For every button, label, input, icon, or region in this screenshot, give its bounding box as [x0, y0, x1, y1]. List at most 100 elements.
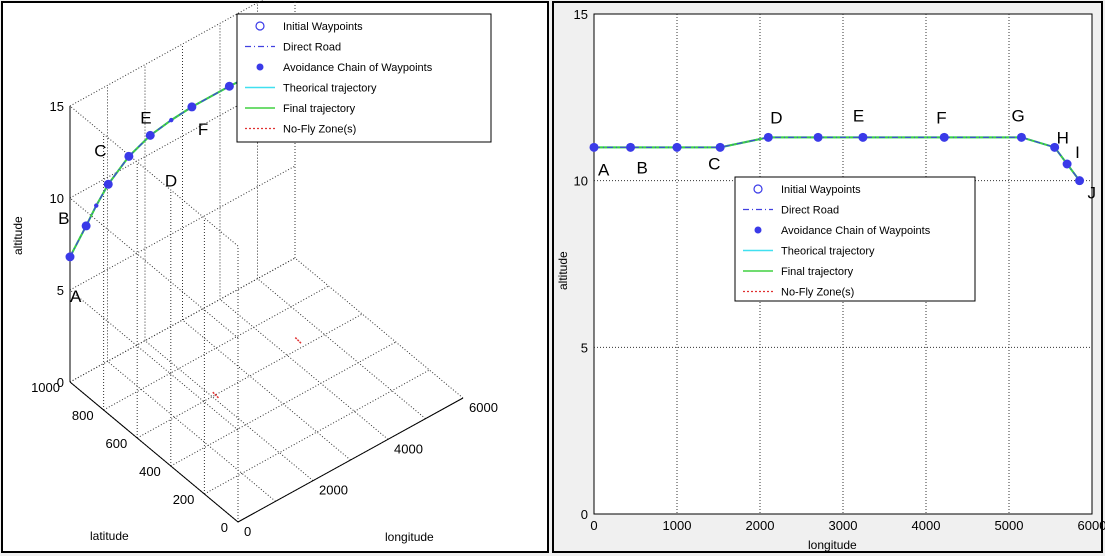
- right-legend-box: [734, 176, 976, 302]
- right-legend-label: Theorical trajectory: [781, 246, 875, 258]
- left-ytick-label: 1000: [31, 380, 60, 395]
- right-waypoint-marker: [589, 142, 599, 152]
- left-floor-grid-line: [257, 278, 426, 420]
- left-legend-label: Final trajectory: [283, 103, 356, 115]
- left-sidewall-grid-line: [69, 197, 239, 339]
- right-xtick-label: 4000: [912, 518, 941, 533]
- right-point-label: A: [598, 160, 610, 179]
- left-xtick-label: 2000: [319, 483, 348, 498]
- right-legend-symbol: [754, 226, 762, 234]
- right-xlabel: longitude: [808, 538, 857, 552]
- right-point-label: J: [1088, 184, 1097, 203]
- left-xlabel: longitude: [385, 530, 434, 544]
- left-backwall-grid-line: [69, 73, 296, 199]
- left-legend-symbol: [255, 21, 265, 31]
- right-ytick-label: 5: [581, 340, 588, 355]
- right-waypoint-marker: [626, 142, 636, 152]
- right-legend-label: Initial Waypoints: [781, 184, 861, 196]
- left-ylabel: latitude: [90, 529, 129, 543]
- left-backwall-grid-line: [69, 257, 296, 383]
- left-zlabel: altitude: [11, 216, 25, 255]
- right-waypoint-marker: [1016, 132, 1026, 142]
- left-sidewall-grid-line: [69, 105, 239, 247]
- left-point-label: A: [70, 287, 82, 306]
- right-legend-symbol: [753, 184, 763, 194]
- right-waypoint-marker: [672, 142, 682, 152]
- right-xtick-label: 3000: [829, 518, 858, 533]
- left-legend: Initial Waypoints Direct Road Avoidance Ch…: [236, 13, 492, 143]
- left-legend-label: Initial Waypoints: [283, 21, 363, 33]
- left-y-axis-line: [69, 381, 239, 523]
- left-floor-grid-line: [219, 298, 389, 440]
- right-direct-road-line: [594, 136, 1081, 182]
- left-legend-label: No-Fly Zone(s): [283, 124, 356, 136]
- left-legend-label: Avoidance Chain of Waypoints: [283, 62, 433, 74]
- left-backwall-grid-line: [69, 165, 296, 291]
- right-point-label: F: [936, 108, 946, 127]
- right-ytick-label: 10: [574, 174, 588, 189]
- right-point-label: D: [770, 108, 782, 127]
- left-legend-symbol: [256, 63, 264, 71]
- right-point-label: C: [708, 154, 720, 173]
- left-ytick-label: 400: [139, 464, 161, 479]
- left-nofly-zone-mark: [294, 337, 302, 345]
- left-point-label: C: [94, 141, 106, 160]
- left-xtick-label: 0: [244, 524, 251, 539]
- left-legend-box: [236, 13, 492, 143]
- left-avoidance-marker: [148, 133, 153, 138]
- right-waypoint-marker: [715, 142, 725, 152]
- right-legend-label: Final trajectory: [781, 266, 854, 278]
- right-point-label: B: [637, 158, 648, 177]
- right-legend-label: No-Fly Zone(s): [781, 287, 854, 299]
- left-avoidance-marker: [106, 182, 111, 187]
- right-xtick-label: 2000: [746, 518, 775, 533]
- left-ztick-label: 0: [57, 375, 64, 390]
- right-waypoint-marker: [813, 132, 823, 142]
- left-point-label: E: [140, 108, 151, 127]
- left-floor-grid-line: [170, 341, 397, 467]
- left-ztick-label: 5: [57, 283, 64, 298]
- left-floor-grid-line: [103, 285, 329, 411]
- right-xtick-label: 1000: [663, 518, 692, 533]
- right-xtick-label: 0: [590, 518, 597, 533]
- left-xtick-label: 6000: [469, 400, 498, 415]
- left-ytick-label: 200: [173, 492, 195, 507]
- left-floor-grid-line: [144, 340, 314, 482]
- left-legend-label: Theorical trajectory: [283, 83, 377, 95]
- right-legend-label: Direct Road: [781, 205, 839, 217]
- left-point-label: B: [58, 209, 69, 228]
- right-legend: Initial Waypoints Direct Road Avoidance Ch…: [734, 176, 976, 302]
- right-legend-label: Avoidance Chain of Waypoints: [781, 225, 931, 237]
- right-point-label: I: [1075, 143, 1080, 162]
- left-avoidance-marker: [94, 203, 99, 208]
- left-avoidance-marker: [169, 117, 174, 123]
- left-point-label: F: [198, 120, 208, 139]
- left-ytick-label: 0: [221, 520, 228, 535]
- left-xtick-label: 4000: [394, 441, 423, 456]
- left-avoidance-marker: [227, 84, 232, 89]
- right-point-label: E: [853, 106, 864, 125]
- right-waypoint-marker: [1050, 142, 1060, 152]
- left-x-axis-line: [237, 397, 464, 523]
- right-ytick-label: 0: [581, 507, 588, 522]
- left-floor-grid-line: [107, 360, 276, 502]
- right-tick-labels: 0 1000 2000 3000 4000 5000 6000 0 5 10 15: [574, 7, 1105, 533]
- left-point-label: D: [165, 171, 177, 190]
- left-avoidance-marker: [83, 223, 89, 229]
- left-nofly-zone-mark: [212, 391, 220, 399]
- left-floor-grid-line: [136, 313, 363, 439]
- left-ztick-label: 15: [50, 99, 64, 114]
- right-point-label: H: [1057, 128, 1069, 147]
- left-avoidance-marker: [67, 254, 73, 260]
- right-point-labels: A B C D E F G HI J: [598, 106, 1096, 202]
- right-xtick-label: 6000: [1078, 518, 1105, 533]
- left-sidewall-grid-line: [69, 289, 239, 431]
- left-legend-label: Direct Road: [283, 42, 341, 54]
- left-floor-grid-line: [294, 257, 464, 399]
- left-ztick-label: 10: [50, 191, 64, 206]
- left-avoidance-marker: [189, 104, 195, 110]
- right-point-label: G: [1011, 106, 1024, 125]
- right-waypoint-marker: [1075, 176, 1085, 186]
